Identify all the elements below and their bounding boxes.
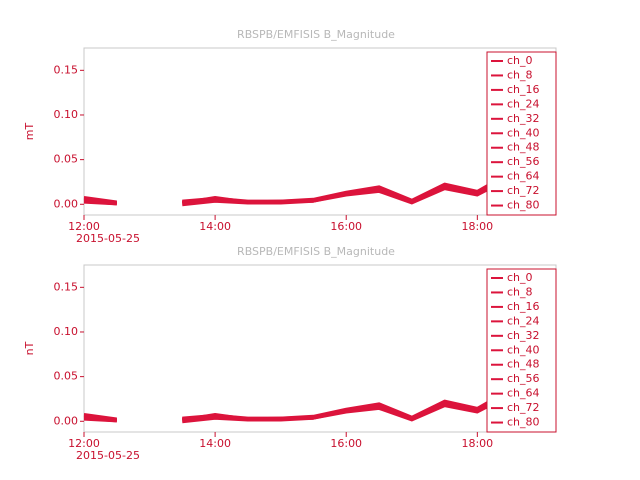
chart-title: RBSPB/EMFISIS B_Magnitude [237, 28, 395, 41]
legend-label: ch_48 [507, 358, 540, 371]
series-line [83, 388, 544, 420]
x-tick-label: 14:00 [199, 437, 231, 450]
legend-label: ch_24 [507, 314, 540, 327]
series-line [83, 386, 544, 421]
x-date-label: 2015-05-25 [76, 232, 140, 245]
y-axis-label: mT [23, 123, 36, 141]
legend-label: ch_32 [507, 329, 540, 342]
x-tick-label: 18:00 [461, 220, 493, 233]
x-tick-label: 18:00 [461, 437, 493, 450]
legend-label: ch_72 [507, 401, 540, 414]
legend-label: ch_24 [507, 97, 540, 110]
chart-title: RBSPB/EMFISIS B_Magnitude [237, 245, 395, 258]
legend-label: ch_40 [507, 343, 540, 356]
x-tick-label: 16:00 [330, 437, 362, 450]
legend-label: ch_16 [507, 83, 540, 96]
legend-label: ch_80 [507, 199, 540, 212]
y-tick-label: 0.00 [54, 414, 79, 427]
legend-label: ch_80 [507, 416, 540, 429]
x-tick-label: 12:00 [68, 220, 100, 233]
y-tick-label: 0.15 [54, 280, 79, 293]
legend-label: ch_40 [507, 126, 540, 139]
x-tick-label: 12:00 [68, 437, 100, 450]
legend-label: ch_32 [507, 112, 540, 125]
series-line [83, 390, 544, 422]
x-tick-label: 14:00 [199, 220, 231, 233]
legend-label: ch_0 [507, 271, 533, 284]
x-tick-label: 16:00 [330, 220, 362, 233]
legend-label: ch_0 [507, 54, 533, 67]
y-axis-label: nT [23, 341, 36, 355]
y-tick-label: 0.00 [54, 197, 79, 210]
legend-label: ch_56 [507, 372, 540, 385]
legend-label: ch_56 [507, 155, 540, 168]
series-line [83, 173, 544, 205]
y-tick-label: 0.10 [54, 325, 79, 338]
y-tick-label: 0.10 [54, 108, 79, 121]
y-tick-label: 0.05 [54, 153, 79, 166]
legend-label: ch_64 [507, 387, 540, 400]
legend-label: ch_64 [507, 170, 540, 183]
series-line [83, 169, 544, 204]
series-line [83, 171, 544, 203]
y-tick-label: 0.05 [54, 370, 79, 383]
legend-label: ch_48 [507, 141, 540, 154]
legend-label: ch_16 [507, 300, 540, 313]
x-date-label: 2015-05-25 [76, 449, 140, 462]
legend-label: ch_8 [507, 68, 533, 81]
y-tick-label: 0.15 [54, 63, 79, 76]
legend-label: ch_72 [507, 184, 540, 197]
legend-label: ch_8 [507, 285, 533, 298]
